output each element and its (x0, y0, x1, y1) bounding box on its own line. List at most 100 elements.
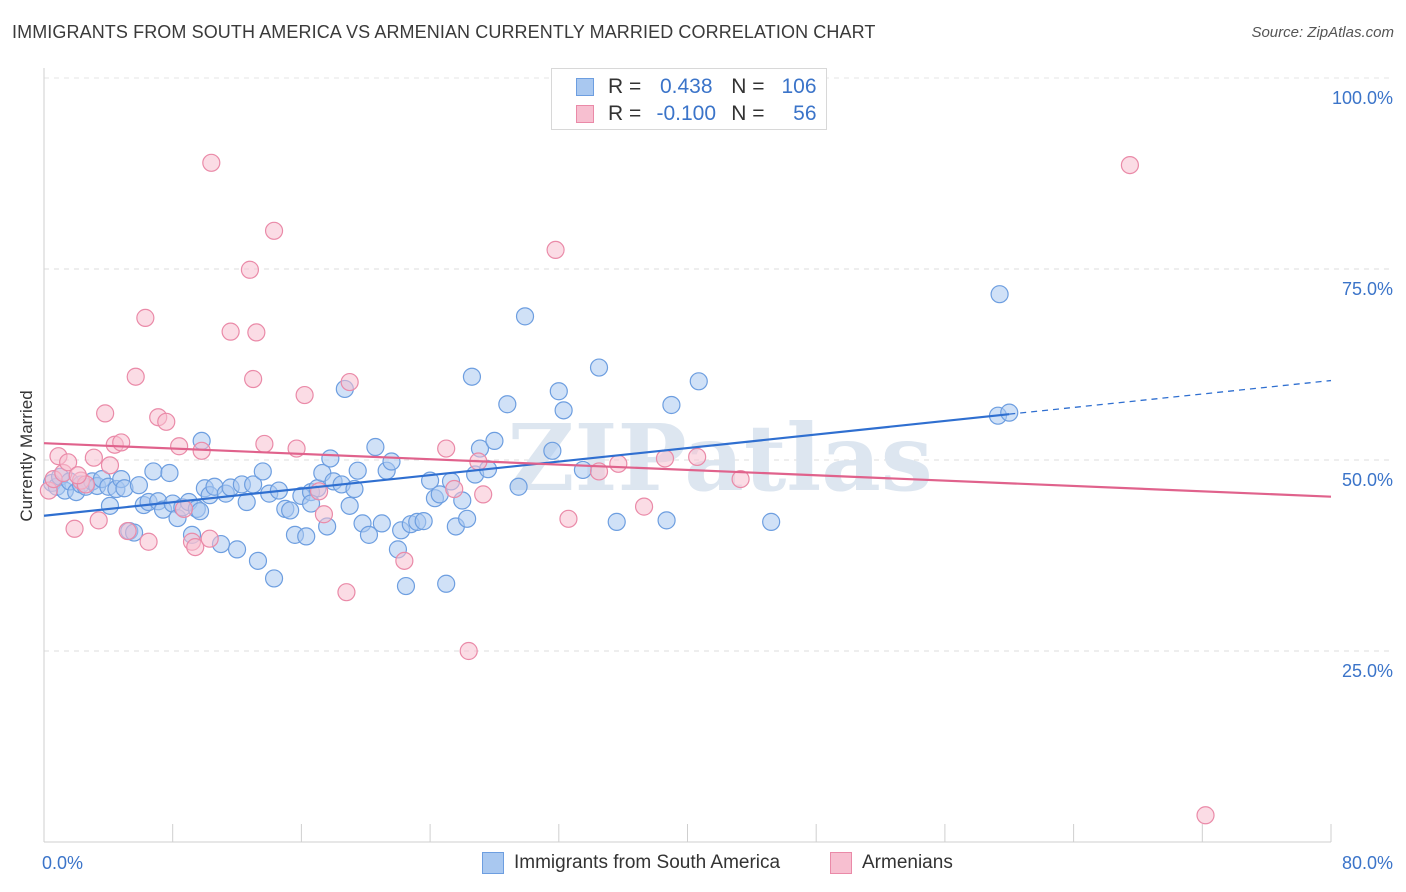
point-south-america (129, 476, 149, 495)
grid-lines (44, 77, 1392, 652)
legend-swatch-pink (830, 852, 852, 874)
point-armenians (186, 537, 205, 557)
point-south-america (1000, 403, 1019, 422)
point-armenians (655, 449, 675, 468)
point-armenians (255, 434, 274, 454)
trend-extension-south-america (1009, 379, 1332, 415)
point-south-america (100, 496, 120, 515)
point-armenians (688, 447, 707, 467)
point-south-america (485, 431, 504, 450)
point-south-america (573, 460, 593, 480)
point-armenians (126, 367, 145, 386)
point-south-america (657, 511, 676, 530)
point-south-america (248, 551, 268, 570)
axes (43, 68, 1332, 843)
point-armenians (200, 529, 219, 548)
point-south-america (227, 540, 247, 559)
point-armenians (136, 308, 155, 327)
point-south-america (144, 462, 163, 481)
point-south-america (543, 441, 562, 460)
point-armenians (445, 479, 464, 499)
point-armenians (546, 240, 565, 259)
point-south-america (281, 501, 300, 520)
point-south-america (264, 569, 284, 588)
stats-legend: R = 0.438 N = 106 R = -0.100 N = 56 (551, 68, 827, 130)
point-armenians (634, 497, 654, 516)
x-tick-label-min: 0.0% (42, 853, 83, 873)
point-armenians (337, 583, 356, 602)
point-armenians (264, 221, 284, 240)
point-armenians (247, 323, 266, 342)
chart-title: IMMIGRANTS FROM SOUTH AMERICA VS ARMENIA… (12, 22, 876, 42)
point-armenians (609, 454, 628, 473)
r-value: 0.438 (659, 75, 713, 98)
point-armenians (174, 499, 194, 518)
point-armenians (240, 260, 260, 279)
point-armenians (59, 453, 78, 472)
point-south-america (549, 382, 568, 401)
data-points (39, 153, 1215, 825)
r-label: R = (608, 75, 642, 98)
point-armenians (731, 470, 750, 489)
point-armenians (112, 433, 131, 452)
trend-line-armenians (43, 442, 1332, 498)
point-south-america (498, 395, 517, 414)
x-tick-label-max: 80.0% (1342, 853, 1393, 873)
point-south-america (554, 401, 573, 420)
n-label: N = (731, 75, 765, 98)
point-south-america (160, 463, 179, 483)
point-south-america (359, 525, 379, 544)
legend-label: Immigrants from South America (514, 852, 781, 873)
point-armenians (474, 485, 493, 504)
trend-line-south-america (43, 413, 1010, 517)
point-armenians (459, 641, 478, 661)
point-armenians (437, 439, 456, 458)
y-tick-label: 75.0% (1342, 279, 1393, 299)
point-armenians (100, 456, 120, 475)
n-label: N = (731, 102, 765, 125)
legend-label: Armenians (862, 852, 953, 873)
point-armenians (118, 521, 137, 541)
legend-row-south-america: R = 0.438 N = 106 (576, 75, 817, 99)
point-south-america (990, 285, 1009, 304)
point-south-america (321, 449, 340, 468)
point-south-america (253, 462, 272, 481)
n-value: 56 (793, 102, 817, 125)
point-south-america (437, 574, 456, 593)
point-south-america (515, 307, 535, 326)
point-armenians (157, 412, 176, 431)
point-south-america (297, 527, 316, 546)
point-south-america (662, 395, 681, 415)
point-south-america (762, 512, 781, 531)
point-armenians (395, 551, 414, 570)
point-south-america (345, 479, 364, 499)
watermark: ZIPatlas (507, 404, 932, 512)
point-south-america (458, 509, 477, 528)
r-value: -0.100 (656, 102, 717, 125)
point-armenians (89, 511, 108, 530)
point-south-america (372, 514, 391, 533)
legend-swatch-blue (482, 852, 504, 874)
legend-item-south-america: Immigrants from South America (482, 852, 780, 874)
point-armenians (96, 404, 115, 423)
point-armenians (244, 369, 263, 389)
legend-row-armenians: R = -0.100 N = 56 (576, 102, 817, 126)
point-south-america (462, 367, 482, 386)
point-south-america (414, 512, 433, 531)
y-tick-label: 25.0% (1342, 661, 1393, 681)
point-armenians (1196, 806, 1215, 825)
point-armenians (559, 509, 578, 528)
trend-lines (43, 379, 1332, 517)
point-armenians (65, 519, 84, 538)
point-armenians (1120, 155, 1140, 175)
point-south-america (382, 452, 401, 471)
point-armenians (314, 505, 334, 524)
point-south-america (190, 502, 210, 521)
point-south-america (589, 358, 609, 377)
legend-swatch-pink (576, 105, 594, 123)
point-armenians (221, 322, 240, 341)
point-south-america (340, 496, 359, 515)
point-armenians (340, 372, 359, 392)
legend-item-armenians: Armenians (830, 852, 953, 874)
